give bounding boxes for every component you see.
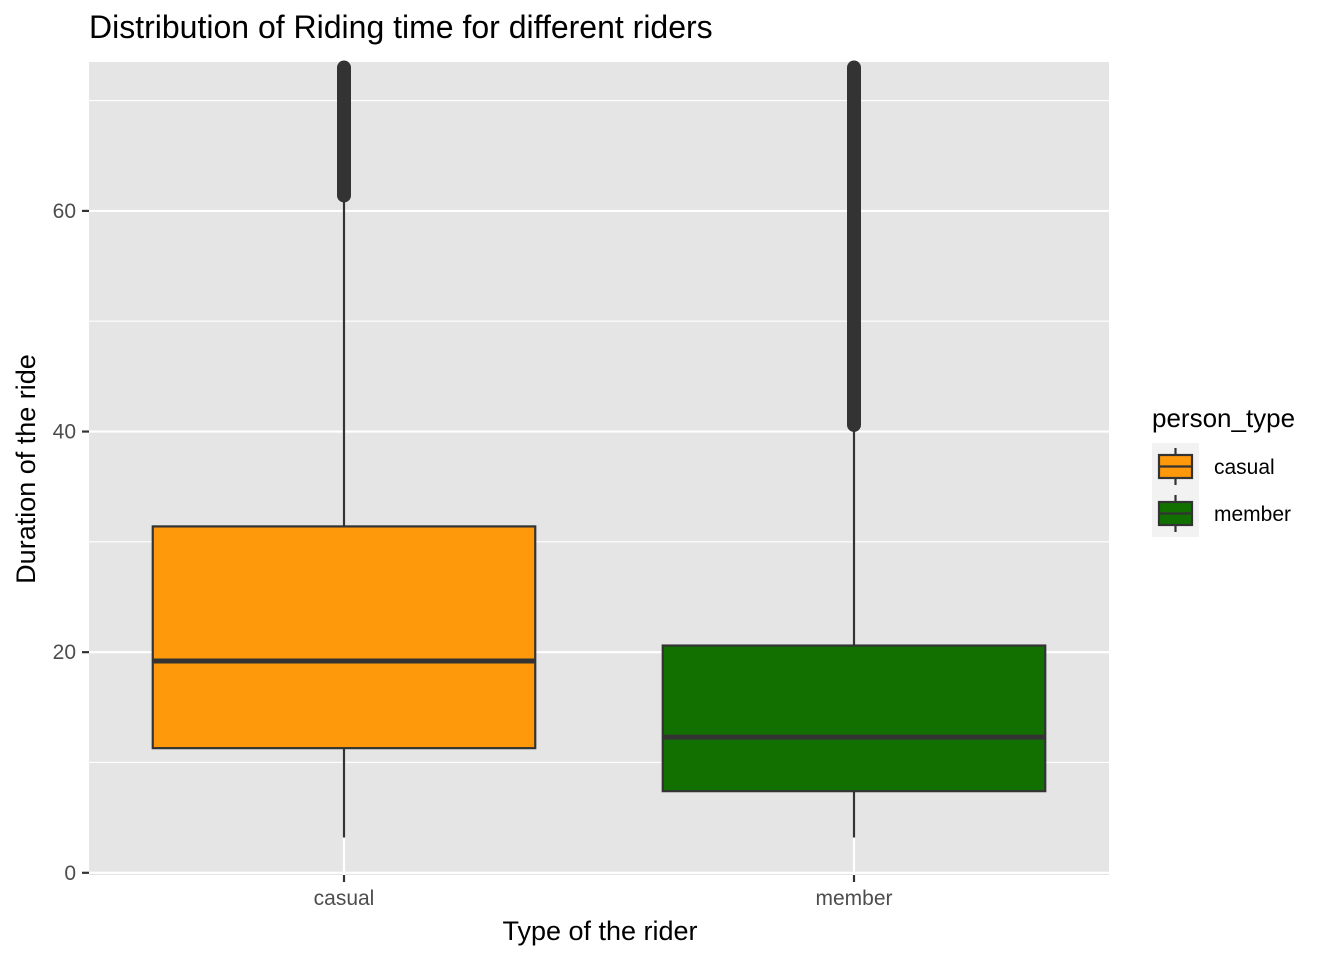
y-tick-label: 40 [53,421,76,444]
y-axis-title: Duration of the ride [11,354,41,584]
box-iqr [661,644,1047,793]
box-iqr [151,525,537,750]
legend-label: member [1214,503,1291,526]
legend-label: casual [1214,456,1275,479]
x-tick-label: casual [314,887,375,910]
y-tick-label: 60 [53,200,76,223]
y-tick-label: 20 [53,641,76,664]
x-axis: casual member [314,875,893,910]
x-axis-title: Type of the rider [502,916,697,946]
legend-item-casual: casual [1157,448,1275,485]
legend-item-member: member [1157,495,1291,532]
chart-title: Distribution of Riding time for differen… [89,9,713,45]
y-axis: 0 20 40 60 [53,200,89,885]
x-tick-label: member [815,887,892,910]
legend: person_type casual member [1152,403,1295,537]
legend-items: casual member [1157,448,1291,532]
box-member [661,60,1047,838]
box-series [151,60,1047,838]
box-casual [151,60,537,838]
y-tick-label: 0 [64,862,76,885]
legend-title: person_type [1152,403,1295,433]
